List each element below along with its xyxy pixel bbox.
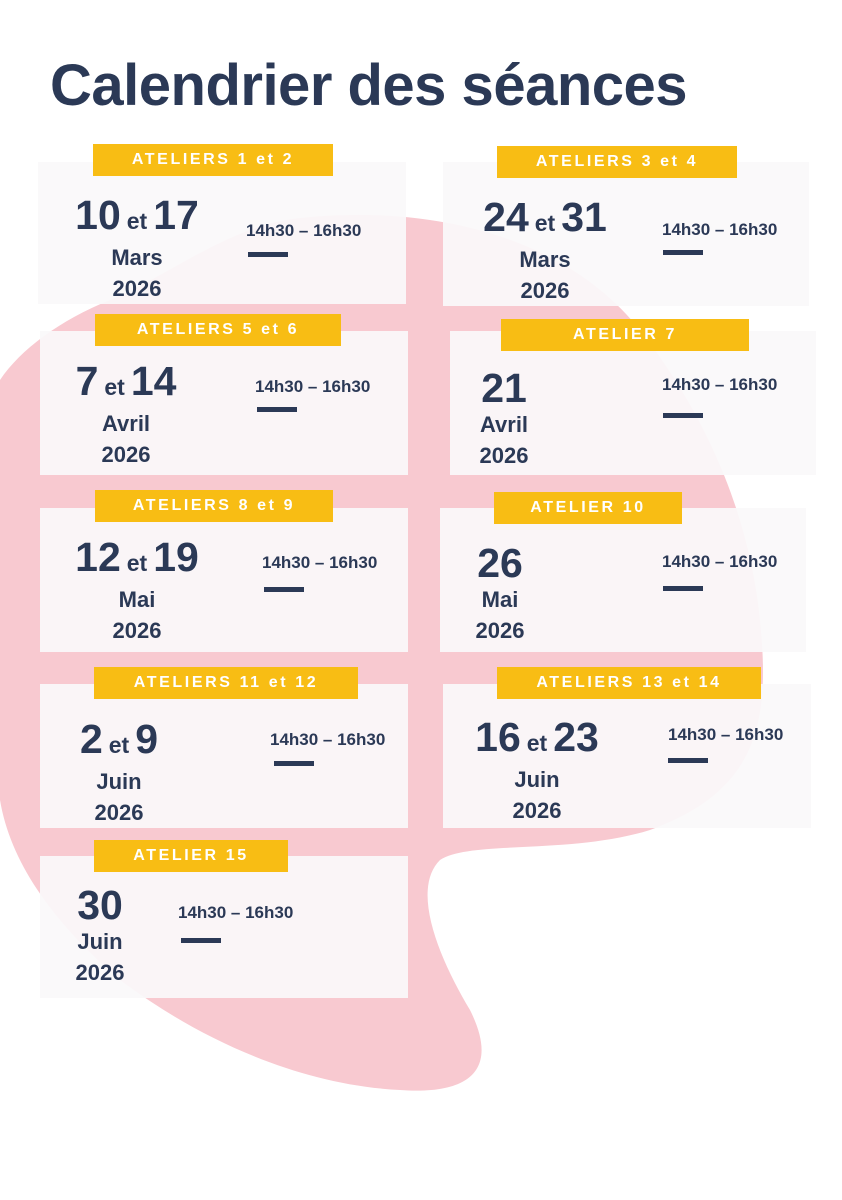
- page-title: Calendrier des séances: [50, 53, 688, 118]
- session-year: 2026: [101, 442, 151, 467]
- session-card: [450, 331, 816, 475]
- day-separator: et: [126, 550, 148, 576]
- session-days: 16 et 23: [452, 716, 622, 764]
- session-time: 14h30 – 16h30: [270, 730, 386, 749]
- session-month: Mars: [111, 245, 163, 270]
- time-dash: [248, 252, 288, 257]
- session-days: 30: [60, 884, 140, 926]
- session-month: Avril: [479, 412, 529, 437]
- session-month: Avril: [101, 411, 151, 436]
- day-end: 19: [153, 534, 199, 580]
- session-time: 14h30 – 16h30: [662, 220, 778, 239]
- day-start: 12: [75, 534, 121, 580]
- day-start: 21: [481, 365, 527, 411]
- day-end: 23: [553, 714, 599, 760]
- session-month: Mars: [519, 247, 571, 272]
- session-date: 26 Mai 2026: [460, 542, 540, 646]
- session-date: 24 et 31 Mars 2026: [460, 196, 630, 306]
- session-year: 2026: [112, 276, 162, 301]
- session-year: 2026: [112, 618, 162, 643]
- session-card: [440, 508, 806, 652]
- session-tag: ATELIERS 5 et 6: [95, 314, 341, 346]
- session-time: 14h30 – 16h30: [662, 552, 778, 571]
- time-dash: [264, 587, 304, 592]
- session-date: 30 Juin 2026: [60, 884, 140, 988]
- session-tag: ATELIER 7: [501, 319, 749, 351]
- time-dash: [663, 586, 703, 591]
- session-date: 2 et 9 Juin 2026: [44, 718, 194, 828]
- session-month: Mai: [481, 587, 519, 612]
- session-card: [443, 162, 809, 306]
- day-start: 26: [477, 540, 523, 586]
- day-separator: et: [108, 732, 130, 758]
- session-days: 10 et 17: [52, 194, 222, 242]
- session-card: [443, 684, 811, 828]
- time-dash: [663, 250, 703, 255]
- session-tag: ATELIER 15: [94, 840, 288, 872]
- session-tag: ATELIERS 11 et 12: [94, 667, 358, 699]
- session-card: [38, 162, 406, 304]
- session-tag: ATELIERS 8 et 9: [95, 490, 333, 522]
- day-end: 9: [135, 716, 159, 762]
- session-days: 24 et 31: [460, 196, 630, 244]
- session-month: Juin: [96, 769, 142, 794]
- time-dash: [663, 413, 703, 418]
- day-start: 10: [75, 192, 121, 238]
- day-end: 14: [130, 358, 177, 404]
- session-year: 2026: [479, 443, 529, 468]
- day-separator: et: [526, 730, 548, 756]
- time-dash: [257, 407, 297, 412]
- session-card: [40, 856, 408, 998]
- session-time: 14h30 – 16h30: [246, 221, 362, 240]
- session-year: 2026: [75, 960, 125, 985]
- session-tag: ATELIERS 13 et 14: [497, 667, 761, 699]
- session-year: 2026: [94, 800, 144, 825]
- time-dash: [668, 758, 708, 763]
- session-date: 7 et 14 Avril 2026: [46, 360, 206, 470]
- day-separator: et: [534, 210, 556, 236]
- session-tag: ATELIERS 1 et 2: [93, 144, 333, 176]
- session-month: Mai: [118, 587, 156, 612]
- session-time: 14h30 – 16h30: [662, 375, 778, 394]
- session-time: 14h30 – 16h30: [668, 725, 784, 744]
- day-separator: et: [104, 374, 125, 400]
- day-start: 2: [79, 716, 103, 762]
- day-separator: et: [126, 208, 148, 234]
- day-start: 24: [483, 194, 529, 240]
- day-end: 31: [561, 194, 607, 240]
- time-dash: [274, 761, 314, 766]
- day-end: 17: [153, 192, 199, 238]
- session-days: 7 et 14: [46, 360, 206, 408]
- session-time: 14h30 – 16h30: [262, 553, 378, 572]
- session-days: 12 et 19: [52, 536, 222, 584]
- session-date: 21 Avril 2026: [464, 367, 544, 471]
- session-tag: ATELIER 10: [494, 492, 682, 524]
- session-year: 2026: [512, 798, 562, 823]
- session-date: 10 et 17 Mars 2026: [52, 194, 222, 304]
- day-start: 30: [77, 882, 123, 928]
- session-date: 12 et 19 Mai 2026: [52, 536, 222, 646]
- session-month: Juin: [514, 767, 560, 792]
- session-tag: ATELIERS 3 et 4: [497, 146, 737, 178]
- day-start: 7: [75, 358, 99, 404]
- day-start: 16: [475, 714, 521, 760]
- session-time: 14h30 – 16h30: [178, 903, 294, 922]
- session-year: 2026: [475, 618, 525, 643]
- session-month: Juin: [77, 929, 123, 954]
- session-date: 16 et 23 Juin 2026: [452, 716, 622, 826]
- session-days: 26: [460, 542, 540, 584]
- session-card: [40, 508, 408, 652]
- session-year: 2026: [520, 278, 570, 303]
- session-days: 21: [464, 367, 544, 409]
- session-card: [40, 331, 408, 475]
- session-days: 2 et 9: [44, 718, 194, 766]
- time-dash: [181, 938, 221, 943]
- session-time: 14h30 – 16h30: [255, 377, 371, 396]
- session-card: [40, 684, 408, 828]
